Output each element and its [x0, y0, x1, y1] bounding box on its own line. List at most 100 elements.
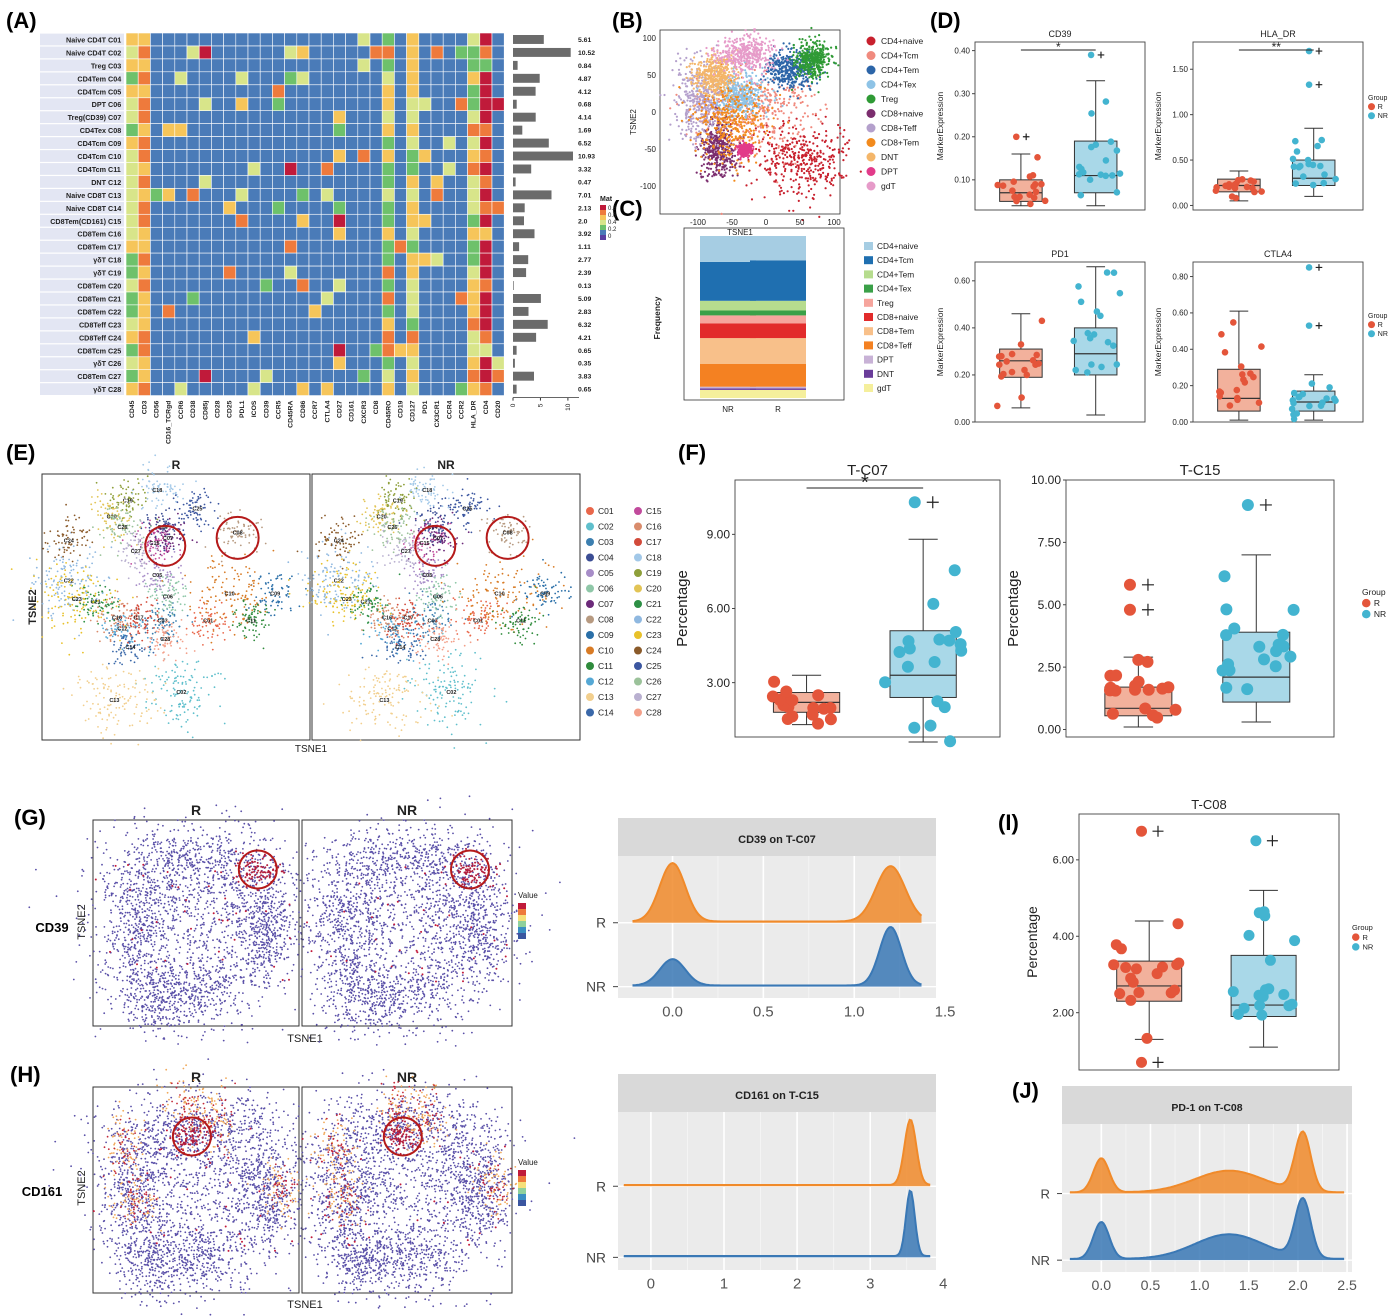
tsne-point	[703, 143, 706, 146]
tsne-point	[733, 100, 736, 103]
heatmap-cell	[479, 45, 493, 60]
tsne-point	[696, 93, 699, 96]
tsne-point	[687, 118, 691, 122]
heatmap-cell	[491, 382, 505, 396]
heatmap-cell	[162, 110, 176, 124]
tsne-point	[730, 110, 733, 113]
tsne-point	[790, 136, 793, 140]
heatmap-cell	[162, 123, 176, 137]
tsne-point	[767, 118, 770, 121]
tsne-point	[780, 69, 784, 72]
tsne-point	[730, 159, 734, 162]
tsne-point	[675, 115, 679, 118]
tsne-point	[795, 106, 798, 109]
heatmap-cell	[125, 136, 139, 150]
tsne-point	[809, 70, 812, 73]
heatmap-cell	[174, 227, 188, 241]
tsne-point	[710, 80, 713, 84]
heatmap-cell	[247, 265, 261, 280]
tsne-point	[819, 155, 822, 158]
tsne-point	[723, 69, 726, 72]
tsne-point	[703, 130, 706, 133]
heatmap-cell	[125, 343, 139, 358]
heatmap-cell	[455, 227, 468, 241]
heatmap-cell	[345, 356, 359, 371]
tsne-point	[704, 98, 707, 101]
tsne-point	[689, 136, 692, 139]
tsne-point	[820, 48, 823, 51]
tsne-point	[827, 172, 830, 175]
tsne-point	[676, 52, 680, 55]
tsne-point	[798, 176, 802, 179]
legend-swatch	[600, 220, 606, 225]
tsne-point	[733, 89, 736, 92]
tsne-point	[718, 104, 722, 107]
tsne-point	[738, 135, 742, 138]
tsne-point	[801, 148, 804, 151]
heatmap-cell	[259, 188, 273, 202]
tsne-point	[720, 129, 723, 132]
tsne-point	[799, 46, 803, 49]
heatmap-cell	[174, 32, 188, 47]
tsne-point	[697, 125, 700, 128]
heatmap-cell	[491, 330, 505, 345]
tsne-point	[677, 125, 680, 128]
tsne-point	[713, 101, 717, 105]
tsne-point	[781, 130, 784, 133]
heatmap-cell	[381, 136, 395, 150]
tsne-point	[804, 94, 807, 97]
tsne-point	[727, 89, 730, 92]
tsne-point	[723, 108, 726, 112]
tsne-point	[687, 128, 690, 131]
tsne-point	[813, 70, 816, 73]
heatmap-cell	[198, 201, 212, 215]
tsne-point	[738, 120, 741, 123]
heatmap-cell	[125, 252, 139, 267]
heatmap-cell	[198, 136, 212, 150]
tsne-point	[781, 140, 785, 143]
heatmap-cell	[357, 136, 371, 150]
heatmap-cell	[357, 356, 371, 371]
heatmap-cell	[491, 58, 505, 73]
heatmap-cell	[333, 239, 346, 254]
tsne-point	[727, 125, 730, 128]
heatmap-cell	[284, 278, 298, 293]
heatmap-cell	[150, 239, 163, 254]
heatmap-cell	[430, 71, 444, 86]
tsne-point	[704, 123, 708, 126]
heatmap-cell	[369, 369, 383, 383]
tsne-point	[689, 77, 692, 80]
tsne-point	[711, 94, 714, 97]
heatmap-cell	[406, 123, 420, 137]
column-label: CTLA4	[324, 400, 331, 422]
heatmap-cell	[186, 45, 200, 60]
tsne-point	[820, 68, 823, 72]
tsne-point	[704, 156, 707, 159]
heatmap-cell	[259, 369, 273, 383]
heatmap-cell	[394, 278, 407, 293]
heatmap-cell	[357, 188, 371, 202]
row-label-cluster: C19	[108, 269, 121, 278]
tsne-point	[815, 66, 819, 69]
tsne-point	[755, 161, 758, 164]
bar	[513, 47, 571, 57]
panel-label: (B)	[612, 8, 643, 33]
tsne-point	[773, 73, 776, 76]
tsne-point	[813, 156, 816, 159]
heatmap-cell	[333, 58, 346, 73]
tsne-point	[684, 82, 687, 85]
tsne-point	[726, 121, 729, 124]
tsne-point	[765, 122, 768, 125]
tsne-point	[821, 51, 824, 54]
heatmap-cell	[235, 356, 249, 371]
tsne-point	[731, 94, 734, 97]
heatmap-cell	[418, 97, 432, 112]
tsne-point	[778, 97, 781, 100]
heatmap-cell	[272, 343, 285, 358]
heatmap-cell	[381, 123, 395, 137]
tsne-point	[762, 114, 765, 117]
heatmap-cell	[369, 343, 383, 358]
tsne-point	[790, 156, 793, 159]
heatmap-cell	[320, 58, 334, 73]
tsne-point	[689, 62, 692, 65]
